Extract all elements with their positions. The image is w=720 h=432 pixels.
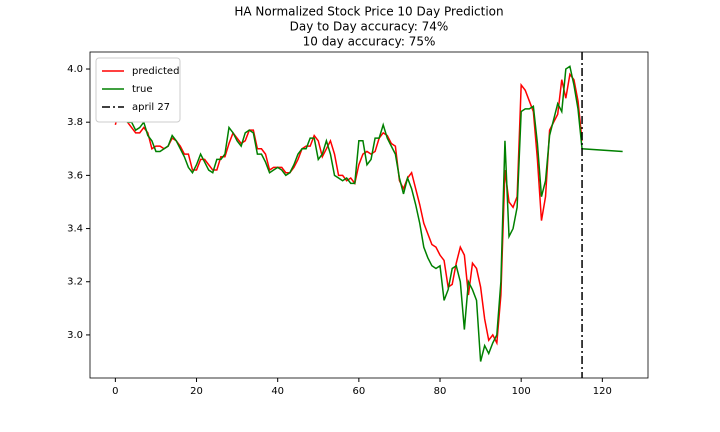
legend-label: true — [132, 84, 153, 95]
y-tick-label: 4.0 — [67, 64, 83, 75]
x-tick-label: 120 — [593, 386, 612, 397]
chart-subtitle: Day to Day accuracy: 74% — [290, 20, 449, 34]
x-tick-label: 100 — [512, 386, 531, 397]
chart-subtitle: 10 day accuracy: 75% — [303, 35, 436, 49]
plot-frame — [89, 51, 649, 379]
y-tick-label: 3.2 — [67, 277, 83, 288]
x-tick-label: 20 — [190, 386, 203, 397]
legend-label: april 27 — [132, 102, 170, 113]
series-line — [114, 65, 623, 362]
series-line — [114, 72, 583, 346]
legend-box — [95, 57, 181, 123]
y-tick-label: 3.4 — [67, 224, 83, 235]
x-tick-label: 60 — [352, 386, 365, 397]
y-tick-label: 3.6 — [67, 170, 83, 181]
y-tick-label: 3.0 — [67, 330, 83, 341]
chart-title: HA Normalized Stock Price 10 Day Predict… — [234, 5, 503, 19]
x-tick-label: 40 — [271, 386, 284, 397]
x-tick-label: 0 — [112, 386, 118, 397]
legend-label: predicted — [132, 66, 179, 77]
x-tick-label: 80 — [434, 386, 447, 397]
y-tick-label: 3.8 — [67, 117, 83, 128]
